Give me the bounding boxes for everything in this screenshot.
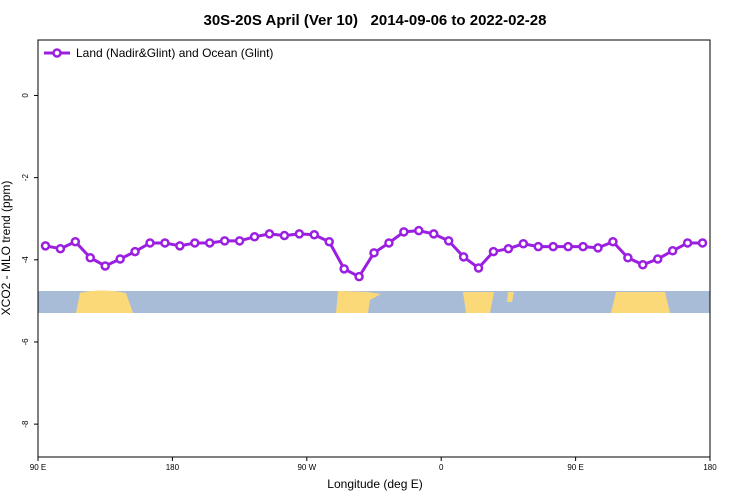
data-point bbox=[160, 238, 170, 248]
data-point bbox=[354, 271, 364, 282]
chart-title: 30S-20S April (Ver 10) 2014-09-06 to 202… bbox=[204, 12, 547, 29]
data-point bbox=[652, 254, 663, 264]
data-point bbox=[593, 243, 603, 253]
data-point bbox=[219, 236, 230, 246]
data-point bbox=[473, 263, 484, 273]
y-tick-label: -4 bbox=[21, 256, 30, 264]
y-tick-label: -8 bbox=[21, 420, 30, 428]
data-point bbox=[563, 241, 573, 252]
data-point bbox=[55, 243, 66, 254]
data-point bbox=[279, 230, 290, 241]
data-point bbox=[85, 252, 96, 263]
data-point bbox=[518, 239, 529, 249]
legend-marker bbox=[52, 48, 62, 58]
data-point bbox=[130, 246, 140, 257]
data-point bbox=[488, 246, 499, 257]
data-point bbox=[533, 241, 544, 252]
y-tick-label: -6 bbox=[21, 338, 30, 346]
data-point bbox=[623, 252, 633, 263]
data-point bbox=[234, 236, 245, 246]
data-point bbox=[115, 254, 125, 264]
data-point bbox=[399, 227, 409, 237]
data-point bbox=[667, 246, 678, 256]
data-point bbox=[608, 236, 618, 247]
legend-label: Land (Nadir&Glint) and Ocean (Glint) bbox=[76, 46, 273, 60]
data-point bbox=[443, 236, 454, 246]
data-point bbox=[682, 238, 693, 248]
data-point bbox=[294, 229, 305, 239]
data-point bbox=[190, 238, 200, 248]
data-point bbox=[503, 243, 514, 254]
x-tick-label: 180 bbox=[703, 463, 717, 472]
x-tick-label: 90 E bbox=[567, 463, 583, 472]
data-point bbox=[70, 236, 81, 247]
x-axis-label: Longitude (deg E) bbox=[327, 477, 422, 491]
data-point bbox=[249, 232, 260, 242]
x-tick-label: 0 bbox=[439, 463, 444, 472]
data-point bbox=[145, 238, 155, 248]
data-point bbox=[428, 229, 439, 239]
data-point bbox=[309, 229, 320, 240]
data-point bbox=[40, 241, 51, 251]
data-point bbox=[384, 238, 394, 248]
data-point bbox=[175, 241, 185, 251]
y-tick-label: -2 bbox=[21, 174, 30, 182]
data-point bbox=[369, 248, 379, 258]
data-point bbox=[414, 225, 424, 236]
x-tick-label: 90 E bbox=[30, 463, 46, 472]
y-tick-label: 0 bbox=[21, 93, 30, 98]
data-point bbox=[458, 252, 469, 262]
data-point bbox=[638, 259, 648, 270]
x-tick-label: 180 bbox=[166, 463, 180, 472]
data-point bbox=[548, 241, 558, 252]
y-axis-label: XCO2 - MLO trend (ppm) bbox=[0, 181, 13, 316]
data-point bbox=[578, 241, 588, 252]
x-tick-label: 90 W bbox=[297, 463, 316, 472]
data-point bbox=[324, 236, 334, 247]
data-point bbox=[339, 264, 349, 274]
plot-frame bbox=[37, 39, 711, 458]
data-point bbox=[264, 229, 275, 239]
land-ocean-map bbox=[38, 290, 710, 313]
data-point bbox=[204, 238, 215, 248]
data-point bbox=[100, 261, 110, 271]
data-point bbox=[697, 238, 708, 248]
